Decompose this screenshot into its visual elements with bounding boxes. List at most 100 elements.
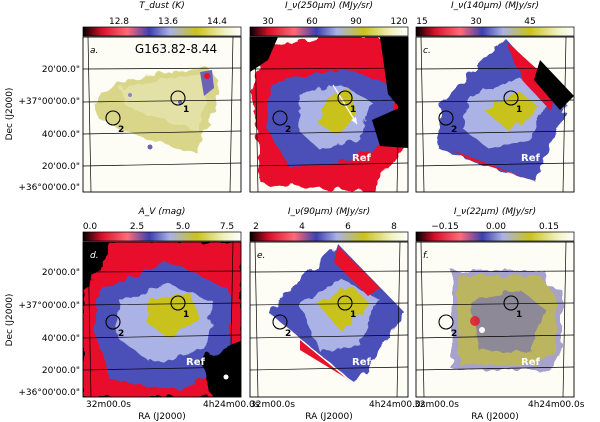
direction-arrowhead-b xyxy=(351,117,357,124)
source-1-label-c: 1 xyxy=(516,105,522,115)
colorbar-tick-b-1: 60 xyxy=(306,17,318,27)
dec-tick-top-0: 20'00.0" xyxy=(42,65,80,75)
colorbar-tick-b-0: 30 xyxy=(262,17,274,27)
source-1-label-a: 1 xyxy=(183,105,189,115)
panel-b-frame xyxy=(249,36,409,193)
panel-f-frame xyxy=(415,241,575,398)
ra-tick-1: 4h24m00.0s xyxy=(203,400,260,410)
colorbar-gradient-b xyxy=(249,26,409,37)
ra-tick-5: 4h24m00.0s xyxy=(528,400,585,410)
colorbar-tick-b-3: 120 xyxy=(390,17,407,27)
colorbar-tick-c-2: 45 xyxy=(524,17,535,27)
dec-tick-labels: 20'00.0" +37°00'00.0" 40'00.0" 20'00.0" … xyxy=(18,65,80,398)
colorbar-tick-d-3: 7.5 xyxy=(220,222,234,232)
source-2-label-b: 2 xyxy=(285,125,291,135)
panel-letter-f: f. xyxy=(423,251,429,261)
colorbar-gradient-c xyxy=(415,26,575,37)
source-2-circle-c xyxy=(438,110,454,126)
colorbar-title-a: T_dust (K) xyxy=(139,1,184,11)
panel-letter-d: d. xyxy=(90,251,99,261)
source-1-circle-a xyxy=(170,90,186,106)
colorbar-tick-a-1: 13.6 xyxy=(158,17,178,27)
panel-d xyxy=(83,242,241,397)
panel-letter-c: c. xyxy=(423,46,431,56)
colorbar-tick-e-1: 4 xyxy=(299,222,305,232)
colorbar-gradient-a xyxy=(82,26,242,37)
ra-tick-3: 4h24m00.0s xyxy=(369,400,426,410)
source-1-circle-e xyxy=(337,295,353,311)
panel-a-map xyxy=(92,68,218,152)
panel-letter-b: b. xyxy=(257,46,266,56)
colorbar-title-d: A_V (mag) xyxy=(138,207,186,217)
ra-tick-4: 32m00.0s xyxy=(414,400,459,410)
panel-letter-e: e. xyxy=(257,251,265,261)
source-2-circle-f xyxy=(438,314,454,330)
dec-tick-bottom-3: 20'00.0" xyxy=(42,366,80,376)
panel-c-frame xyxy=(415,36,575,193)
ra-axis-label-c: RA (J2000) xyxy=(471,412,519,422)
source-2-circle-b xyxy=(272,110,288,126)
ra-tick-0: 32m00.0s xyxy=(86,400,131,410)
source-1-label-b: 1 xyxy=(350,105,356,115)
colorbar-tick-d-1: 2.5 xyxy=(130,222,144,232)
colorbar-title-f: I_ν(22μm) (MJy/sr) xyxy=(454,207,536,217)
colorbar-gradient-f xyxy=(415,231,575,242)
ra-axis-label-b: RA (J2000) xyxy=(305,412,353,422)
colorbar-tick-a-2: 14.4 xyxy=(207,17,227,27)
dec-tick-top-4: +36°00'00.0" xyxy=(18,183,80,193)
colorbar-tick-f-0: −0.15 xyxy=(431,222,459,232)
dec-axis-label-bottom: Dec (J2000) xyxy=(5,294,15,347)
colorbar-gradient-e xyxy=(249,231,409,242)
panel-d-frame xyxy=(82,241,242,398)
panel-a xyxy=(83,37,241,192)
source-2-label-e: 2 xyxy=(285,329,291,339)
ref-label-d: Ref xyxy=(186,357,205,368)
panel-frames xyxy=(82,36,575,398)
ra-tick-2: 32m00.0s xyxy=(250,400,295,410)
source-1-circle-d xyxy=(170,295,186,311)
panel-c-map xyxy=(440,38,574,182)
colorbar-f: I_ν(22μm) (MJy/sr) −0.15 0.00 0.15 xyxy=(415,207,575,242)
dec-tick-top-3: 20'00.0" xyxy=(42,162,80,172)
ref-label-c: Ref xyxy=(521,153,540,164)
source-1-circle-c xyxy=(503,90,519,106)
colorbar-c: I_ν(140μm) (MJy/sr) 15 30 45 xyxy=(415,1,575,37)
dec-axis-label-top: Dec (J2000) xyxy=(5,88,15,141)
colorbar-title-b: I_ν(250μm) (MJy/sr) xyxy=(285,1,373,11)
colorbar-title-c: I_ν(140μm) (MJy/sr) xyxy=(451,1,539,11)
dec-tick-top-2: 40'00.0" xyxy=(42,130,80,140)
ref-labels: Ref Ref Ref Ref Ref xyxy=(186,153,540,368)
source-2-circle-d xyxy=(105,314,121,330)
panel-e xyxy=(250,242,408,397)
source-1-label-d: 1 xyxy=(183,310,189,320)
panel-a-frame xyxy=(82,36,242,193)
colorbar-tick-e-0: 2 xyxy=(253,222,259,232)
colorbar-tick-e-3: 8 xyxy=(391,222,397,232)
dec-tick-bottom-0: 20'00.0" xyxy=(42,268,80,278)
panel-f xyxy=(416,242,574,397)
colorbar-tick-c-0: 15 xyxy=(416,17,427,27)
colorbar-tick-e-2: 6 xyxy=(345,222,351,232)
dec-tick-bottom-4: +36°00'00.0" xyxy=(18,388,80,398)
source-2-label-d: 2 xyxy=(118,329,124,339)
source-2-circle-a xyxy=(105,110,121,126)
field-name: G163.82-8.44 xyxy=(135,42,217,56)
source-1-circle-f xyxy=(503,295,519,311)
ref-label-f: Ref xyxy=(521,357,540,368)
colorbar-tick-f-1: 0.00 xyxy=(486,222,506,232)
source-markers xyxy=(105,90,519,330)
colorbar-a: T_dust (K) 12.8 13.6 14.4 xyxy=(82,1,242,37)
source-1-circle-b xyxy=(337,90,353,106)
colorbar-tick-a-0: 12.8 xyxy=(109,17,129,27)
colorbar-tick-d-0: 0.0 xyxy=(83,222,98,232)
colorbar-tick-f-2: 0.15 xyxy=(539,222,559,232)
colorbar-title-e: I_ν(90μm) (MJy/sr) xyxy=(288,207,370,217)
source-labels: 1 2 1 2 1 2 1 2 1 2 1 2 xyxy=(118,105,522,339)
colorbar-tick-b-2: 90 xyxy=(350,17,362,27)
dec-tick-bottom-1: +37°00'00.0" xyxy=(18,301,80,311)
colorbar-tick-d-2: 5.0 xyxy=(176,222,191,232)
ra-axis-label-a: RA (J2000) xyxy=(138,412,186,422)
source-2-circle-e xyxy=(272,314,288,330)
ref-label-e: Ref xyxy=(352,357,371,368)
dec-tick-top-1: +37°00'00.0" xyxy=(18,97,80,107)
